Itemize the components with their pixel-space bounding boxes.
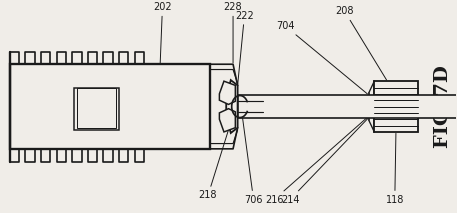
Text: 216: 216 — [265, 117, 368, 205]
Text: 218: 218 — [199, 131, 228, 200]
Text: 228: 228 — [224, 2, 242, 63]
Text: 222: 222 — [235, 11, 254, 84]
Polygon shape — [219, 109, 235, 132]
Polygon shape — [226, 80, 238, 133]
Text: 202: 202 — [153, 2, 172, 63]
Text: 208: 208 — [335, 6, 387, 80]
Text: 706: 706 — [242, 116, 263, 205]
Bar — [10, 64, 210, 149]
Text: 214: 214 — [281, 111, 375, 205]
Bar — [77, 88, 116, 128]
Text: 704: 704 — [276, 21, 367, 94]
Text: 118: 118 — [386, 133, 404, 205]
Text: FIG. 7D: FIG. 7D — [434, 65, 452, 148]
Polygon shape — [219, 81, 235, 104]
Bar — [74, 88, 119, 130]
Bar — [238, 95, 457, 118]
Bar — [374, 81, 418, 132]
